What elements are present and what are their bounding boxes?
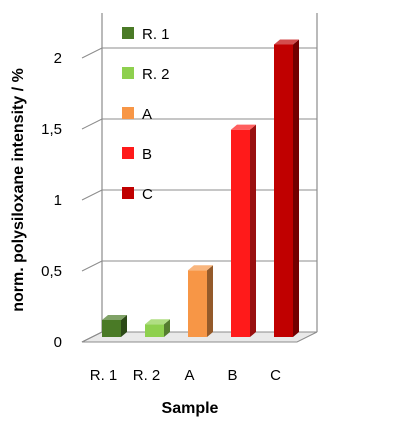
bar-side bbox=[250, 124, 256, 338]
gridline-side bbox=[81, 47, 103, 59]
legend-swatch bbox=[122, 27, 134, 39]
legend: R. 1 R. 2 A B C bbox=[122, 26, 170, 203]
legend-label: R. 1 bbox=[142, 26, 170, 43]
bar-R. 2 bbox=[145, 319, 170, 337]
y-tick-label: 2 bbox=[54, 50, 62, 67]
y-tick-label: 0 bbox=[54, 334, 62, 351]
x-tick-label: A bbox=[184, 367, 194, 384]
bar-C bbox=[274, 39, 299, 337]
bar-R. 1 bbox=[102, 314, 127, 337]
x-tick-label: R. 1 bbox=[90, 367, 118, 384]
x-tick-label: R. 2 bbox=[133, 367, 161, 384]
bar-front bbox=[102, 319, 121, 337]
x-axis-label: Sample bbox=[162, 400, 219, 417]
bar-top bbox=[274, 39, 299, 45]
y-tick-label: 0,5 bbox=[41, 263, 62, 280]
bar-front bbox=[231, 129, 250, 337]
bar-top bbox=[145, 319, 170, 325]
legend-label: R. 2 bbox=[142, 66, 170, 83]
legend-swatch bbox=[122, 67, 134, 79]
legend-swatch bbox=[122, 147, 134, 159]
legend-item: A bbox=[122, 106, 152, 123]
bar-front bbox=[188, 270, 207, 337]
bar-top bbox=[102, 314, 127, 320]
legend-item: C bbox=[122, 186, 153, 203]
bar-top bbox=[188, 265, 213, 271]
x-tick-label: C bbox=[270, 367, 281, 384]
bar-side bbox=[121, 314, 127, 337]
x-tick-label: B bbox=[227, 367, 237, 384]
x-tick-labels: R. 1 R. 2 A B C bbox=[90, 367, 281, 384]
y-tick-labels: 0 0,5 1 1,5 2 bbox=[41, 50, 62, 351]
y-tick-label: 1 bbox=[54, 192, 62, 209]
legend-label: C bbox=[142, 186, 153, 203]
bar-side bbox=[293, 39, 299, 337]
legend-item: R. 2 bbox=[122, 66, 170, 83]
bar-side bbox=[207, 265, 213, 337]
legend-swatch bbox=[122, 187, 134, 199]
bar-top bbox=[231, 124, 256, 130]
y-tick-label: 1,5 bbox=[41, 121, 62, 138]
gridline-side bbox=[81, 189, 103, 201]
y-axis-label: norm. polysiloxane intensity / % bbox=[10, 68, 27, 312]
gridline-side bbox=[81, 260, 103, 272]
legend-swatch bbox=[122, 107, 134, 119]
bars bbox=[102, 39, 299, 338]
bar-front bbox=[145, 324, 164, 337]
legend-item: R. 1 bbox=[122, 26, 170, 43]
gridline-side bbox=[81, 118, 103, 130]
bar-B bbox=[231, 124, 256, 338]
bar-side bbox=[164, 319, 170, 337]
floor-edge bbox=[81, 331, 103, 343]
legend-label: A bbox=[142, 106, 152, 123]
bar-A bbox=[188, 265, 213, 337]
bar-front bbox=[274, 44, 293, 337]
legend-label: B bbox=[142, 146, 152, 163]
legend-item: B bbox=[122, 146, 152, 163]
